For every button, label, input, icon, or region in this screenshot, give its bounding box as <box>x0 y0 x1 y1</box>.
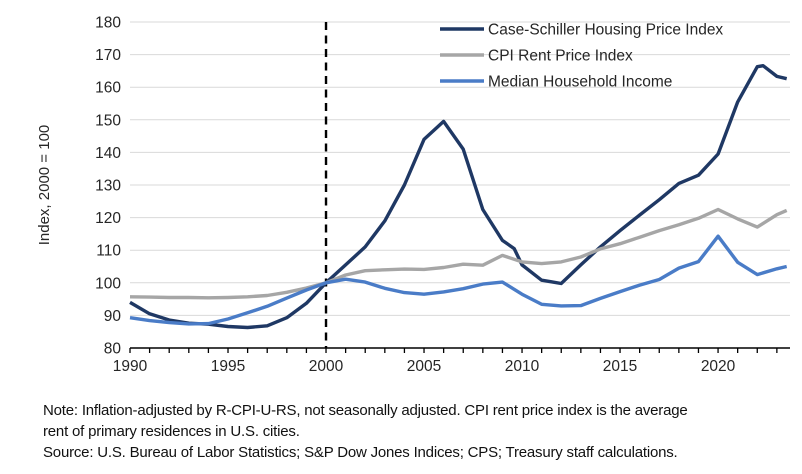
legend-label: Median Household Income <box>488 74 672 91</box>
x-tick-label: 1990 <box>113 358 148 375</box>
y-tick-label: 130 <box>95 178 121 195</box>
x-tick-label: 2000 <box>309 358 344 375</box>
note-text-line2: rent of primary residences in U.S. citie… <box>43 423 300 440</box>
source-text: Source: U.S. Bureau of Labor Statistics;… <box>43 444 678 461</box>
y-tick-label: 110 <box>96 243 121 260</box>
legend-item: Case-Schiller Housing Price Index <box>440 22 723 39</box>
legend: Case-Schiller Housing Price Index CPI Ren… <box>440 22 723 91</box>
series-line-case-schiller-housing-price-index <box>129 63 788 330</box>
y-tick-label: 170 <box>95 47 121 64</box>
legend-label: CPI Rent Price Index <box>488 48 633 65</box>
y-tick-label: 150 <box>95 112 121 129</box>
x-tick-label: 2005 <box>407 358 441 375</box>
legend-label: Case-Schiller Housing Price Index <box>488 22 723 39</box>
y-tick-label: 100 <box>95 275 121 292</box>
y-tick-label: 120 <box>95 210 121 227</box>
x-tick-label: 2010 <box>505 358 540 375</box>
chart-notes: Note: Inflation-adjusted by R-CPI-U-RS, … <box>43 400 788 463</box>
note-text-line1: Note: Inflation-adjusted by R-CPI-U-RS, … <box>43 402 688 419</box>
legend-item: CPI Rent Price Index <box>440 48 633 65</box>
x-tick-label: 1995 <box>211 358 245 375</box>
line-chart: 80 90 100 110 120 130 140 150 160 170 180 1990 1995 2… <box>36 15 790 375</box>
legend-item: Median Household Income <box>440 74 672 91</box>
y-tick-label: 140 <box>95 145 121 162</box>
x-tick-label: 2020 <box>701 358 736 375</box>
y-tick-label: 80 <box>104 341 122 358</box>
y-tick-label: 90 <box>104 308 122 325</box>
y-tick-label: 160 <box>95 80 121 97</box>
y-tick-label: 180 <box>95 15 121 32</box>
y-axis-title: Index, 2000 = 100 <box>36 125 53 246</box>
series-line-cpi-rent-price-index <box>129 207 788 300</box>
x-tick-label: 2015 <box>603 358 637 375</box>
series-line-median-household-income <box>129 234 788 326</box>
